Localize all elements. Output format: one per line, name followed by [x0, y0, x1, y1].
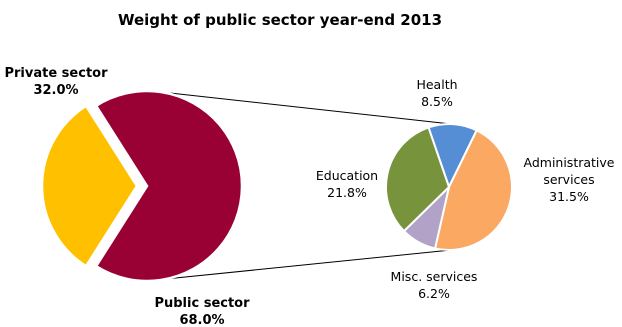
label-private-sector: Private sector — [4, 66, 108, 81]
slice-public-sector — [94, 89, 244, 283]
label-public-sector: Public sector — [154, 296, 250, 311]
value-public-sector: 68.0% — [179, 313, 224, 327]
connector-line-bottom — [166, 249, 452, 280]
main-pie — [40, 89, 244, 283]
value-administrative-services: 31.5% — [549, 189, 589, 204]
breakdown-pie — [385, 123, 513, 251]
label-administrative-services-line2: services — [543, 172, 594, 187]
label-administrative-services-line1: Administrative — [524, 155, 615, 170]
slice-education — [385, 126, 451, 233]
value-education: 21.8% — [327, 185, 367, 200]
label-education: Education — [316, 168, 378, 183]
value-misc-services: 6.2% — [418, 286, 450, 301]
value-private-sector: 32.0% — [33, 83, 78, 98]
slice-administrative-services — [433, 129, 513, 251]
connector-lines — [155, 90, 460, 280]
slice-private-sector — [40, 104, 139, 268]
label-health: Health — [416, 77, 457, 92]
label-misc-services: Misc. services — [391, 269, 478, 284]
connector-line-top — [155, 90, 460, 126]
value-health: 8.5% — [421, 94, 453, 109]
chart-title: Weight of public sector year-end 2013 — [118, 11, 442, 29]
